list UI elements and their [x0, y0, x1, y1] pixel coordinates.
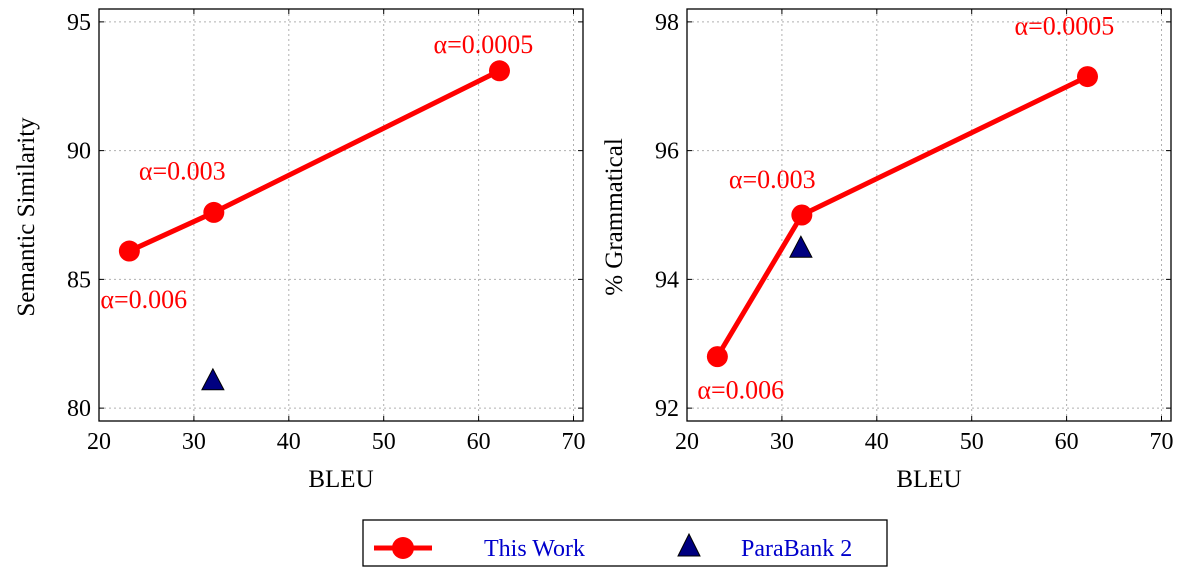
- y-axis-label: Semantic Similarity: [13, 117, 40, 317]
- x-tick-label: 40: [865, 429, 889, 455]
- x-tick-label: 50: [960, 429, 984, 455]
- y-tick-label: 98: [655, 10, 679, 36]
- this-work-point: [1076, 66, 1098, 88]
- x-tick-label: 60: [1055, 429, 1079, 455]
- grammatical-chart: 20 30 40 50 60 70 92 94 96 98 BLEU % Grammatical α=0…: [601, 8, 1174, 493]
- x-tick-label: 30: [182, 429, 206, 455]
- x-tick-label: 70: [1150, 429, 1174, 455]
- legend-parabank-marker: [677, 532, 701, 557]
- x-tick-label: 20: [675, 429, 699, 455]
- alpha-annotation: α=0.0005: [1014, 12, 1114, 41]
- alpha-annotation: α=0.0005: [433, 30, 533, 59]
- legend-frame: [362, 519, 888, 567]
- x-tick-label: 40: [277, 429, 301, 455]
- x-tick-label: 60: [467, 429, 491, 455]
- y-tick-label: 92: [655, 396, 679, 422]
- x-tick-label: 70: [562, 429, 586, 455]
- this-work-point: [706, 346, 728, 368]
- x-tick-label: 20: [87, 429, 111, 455]
- series-line-this-work: [715, 74, 1089, 358]
- this-work-point: [791, 204, 813, 226]
- alpha-annotation: α=0.006: [697, 376, 784, 405]
- this-work-point: [488, 60, 510, 82]
- y-tick-label: 85: [67, 267, 91, 293]
- plot-frame: [686, 8, 1172, 422]
- parabank-point: [201, 367, 225, 391]
- this-work-point: [203, 201, 225, 223]
- y-tick-label: 80: [67, 396, 91, 422]
- plot-frame: [98, 8, 584, 422]
- alpha-annotation: α=0.003: [729, 165, 816, 194]
- legend: This Work ParaBank 2: [362, 519, 888, 567]
- legend-this-work-label: This Work: [484, 536, 585, 562]
- x-tick-label: 30: [770, 429, 794, 455]
- legend-this-work-marker: [392, 537, 414, 559]
- legend-parabank-label: ParaBank 2: [741, 536, 852, 562]
- x-tick-label: 50: [372, 429, 396, 455]
- this-work-point: [118, 240, 140, 262]
- y-tick-label: 90: [67, 139, 91, 165]
- x-axis-label: BLEU: [896, 466, 961, 493]
- y-tick-label: 95: [67, 10, 91, 36]
- y-axis-label: % Grammatical: [601, 138, 628, 296]
- y-tick-label: 94: [655, 267, 679, 293]
- parabank-point: [789, 235, 813, 258]
- semantic-similarity-chart: 20 30 40 50 60 70 80 85 90 95 BLEU Semantic Similar…: [13, 8, 586, 493]
- alpha-annotation: α=0.006: [100, 285, 187, 314]
- y-tick-label: 96: [655, 139, 679, 165]
- x-axis-label: BLEU: [308, 466, 373, 493]
- alpha-annotation: α=0.003: [139, 156, 226, 185]
